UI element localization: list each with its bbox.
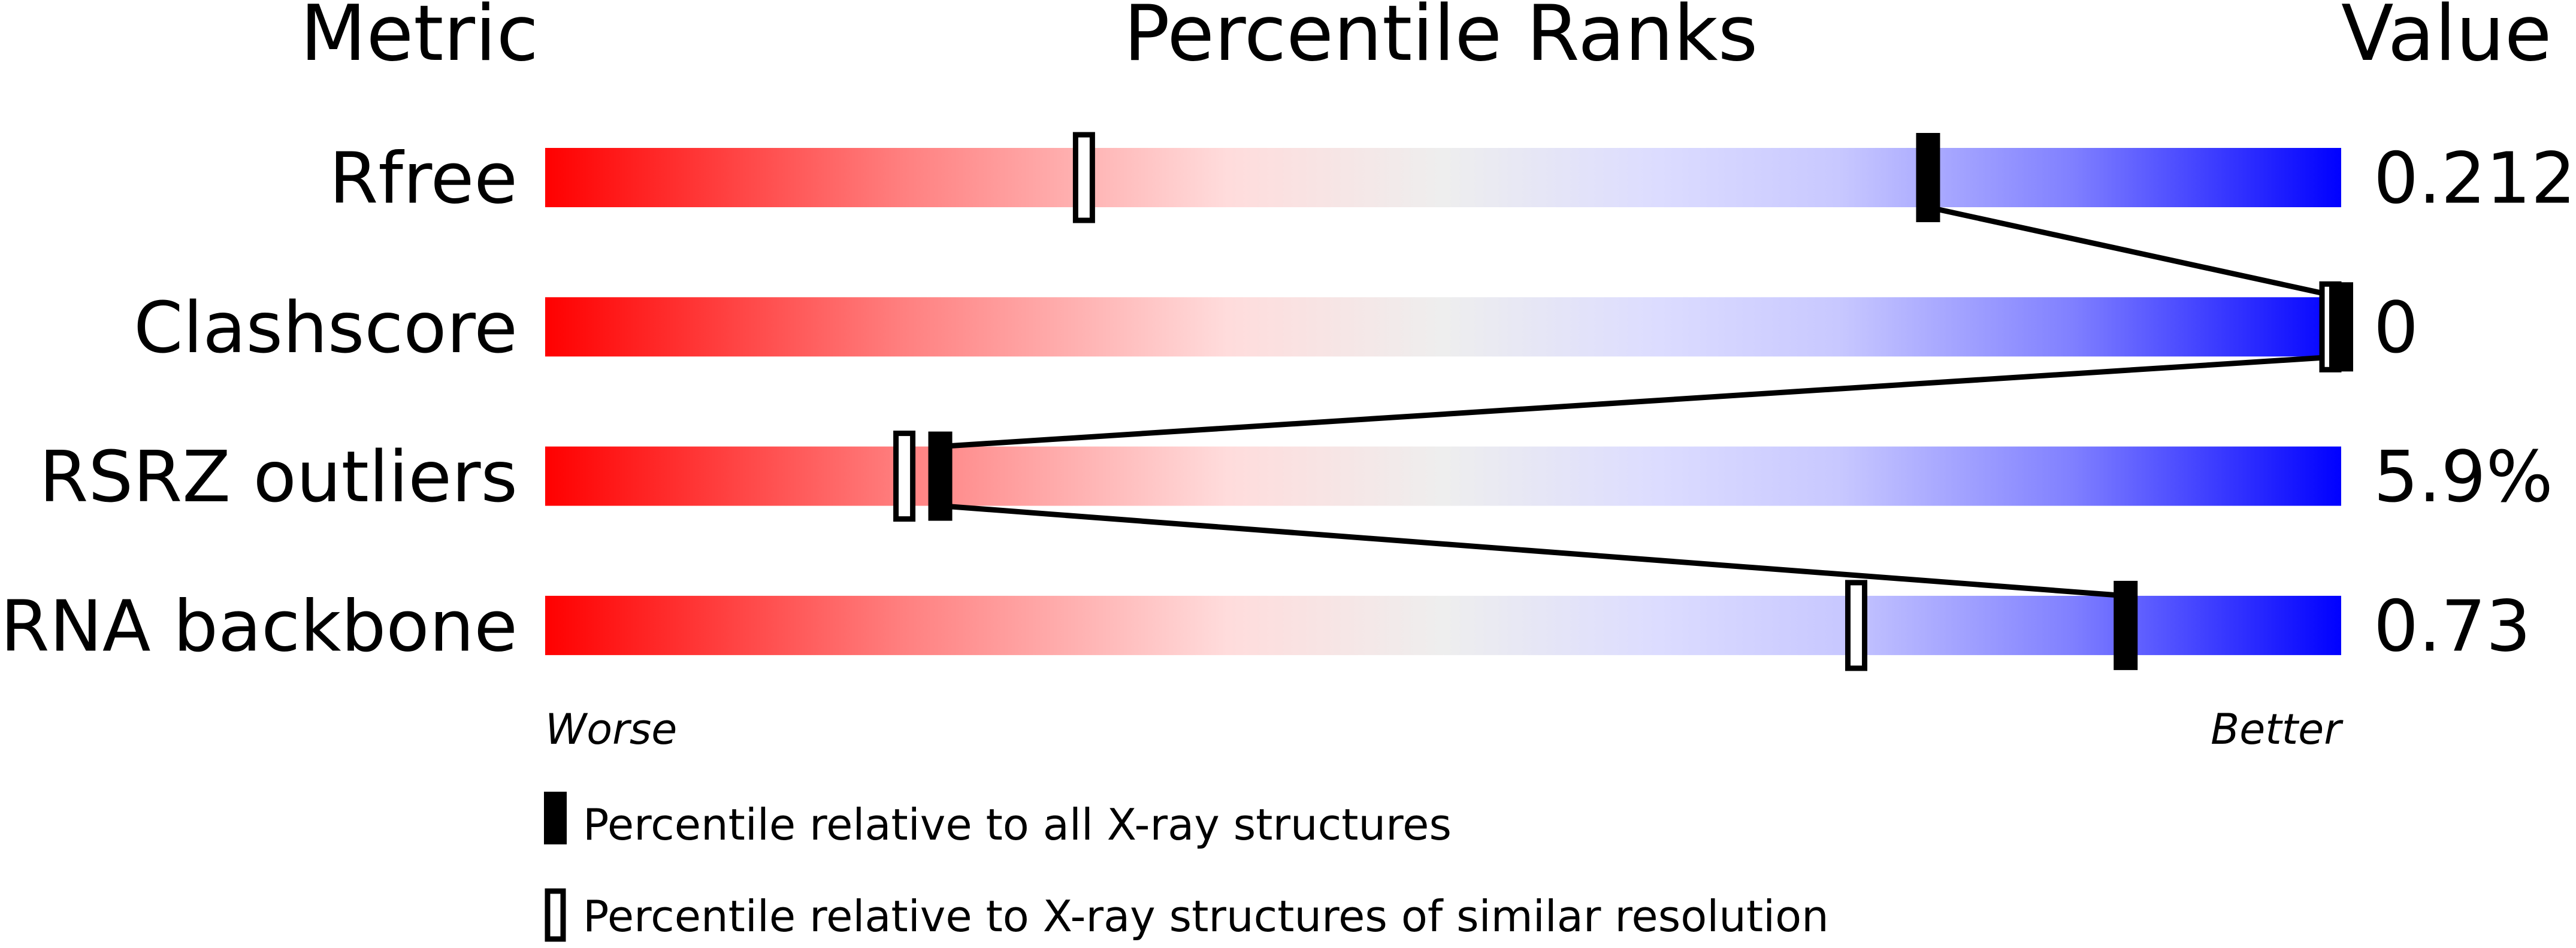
legend-similar-label: Percentile relative to X-ray structures … xyxy=(583,891,1829,941)
legend-all-label: Percentile relative to all X-ray structu… xyxy=(583,799,1452,850)
connector-line-rsrz-outliers xyxy=(940,503,2126,599)
all-structures-marker-clashscore xyxy=(2329,282,2353,372)
gradient-bar-rfree xyxy=(545,148,2341,207)
gradient-bar-clashscore xyxy=(545,297,2341,357)
metric-value-rsrz-outliers: 5.9% xyxy=(2374,435,2553,518)
legend-open-marker-icon xyxy=(545,888,566,942)
worse-label: Worse xyxy=(545,705,677,754)
connector-line-rfree xyxy=(1927,204,2342,300)
similar-resolution-marker-rsrz-outliers xyxy=(893,431,916,522)
gradient-bar-rna-backbone xyxy=(545,595,2341,655)
metric-value-rfree: 0.212 xyxy=(2374,137,2576,220)
all-structures-marker-rfree xyxy=(1916,133,1940,222)
metric-label-rna-backbone: RNA backbone xyxy=(1,584,518,667)
percentile-ranks-header: Percentile Ranks xyxy=(1124,0,1758,78)
similar-resolution-marker-rna-backbone xyxy=(1845,580,1868,671)
all-structures-marker-rsrz-outliers xyxy=(928,431,953,521)
value-header: Value xyxy=(2341,0,2552,78)
metric-label-clashscore: Clashscore xyxy=(134,286,518,369)
better-label: Better xyxy=(2211,705,2344,754)
metric-value-rna-backbone: 0.73 xyxy=(2374,584,2531,667)
all-structures-marker-rna-backbone xyxy=(2114,580,2138,670)
legend-filled-marker-icon xyxy=(544,792,567,844)
metric-header: Metric xyxy=(300,0,539,78)
metric-label-rfree: Rfree xyxy=(329,137,518,220)
connector-line-clashscore xyxy=(940,353,2342,450)
metric-value-clashscore: 0 xyxy=(2374,286,2418,369)
metric-label-rsrz-outliers: RSRZ outliers xyxy=(39,435,518,518)
gradient-bar-rsrz-outliers xyxy=(545,446,2341,506)
similar-resolution-marker-rfree xyxy=(1072,132,1095,223)
